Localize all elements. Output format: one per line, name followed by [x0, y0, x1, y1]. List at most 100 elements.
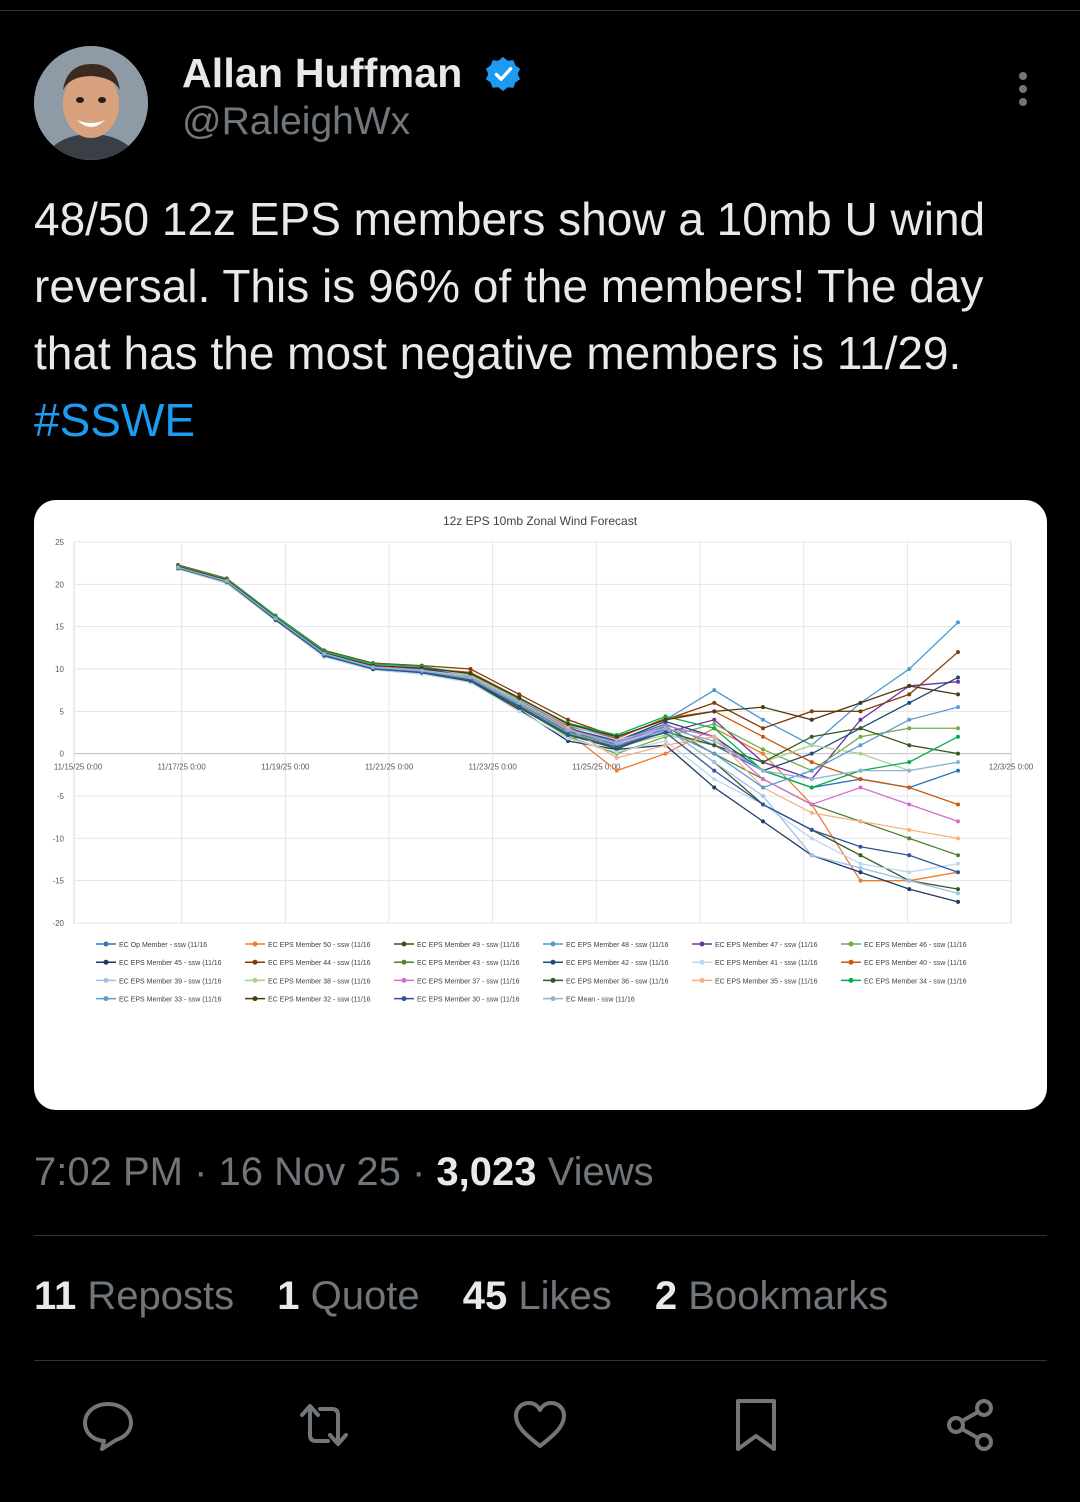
data-point: [956, 891, 960, 896]
data-point: [614, 734, 619, 739]
share-icon[interactable]: [940, 1395, 1000, 1455]
bookmark-icon[interactable]: [726, 1395, 786, 1455]
x-tick-label: 11/15/25 0:00: [54, 763, 103, 772]
data-point: [858, 709, 863, 714]
y-tick-label: 20: [55, 580, 64, 589]
legend-marker: [699, 959, 705, 965]
likes-count: 45: [462, 1274, 508, 1318]
data-point: [566, 722, 570, 727]
legend-marker: [103, 941, 109, 947]
divider: [34, 1360, 1047, 1361]
data-point: [907, 743, 912, 748]
data-point: [858, 777, 863, 782]
author-handle[interactable]: @RaleighWx: [182, 100, 411, 143]
reply-icon[interactable]: [78, 1395, 138, 1455]
author-name[interactable]: Allan Huffman: [182, 50, 463, 96]
data-point: [907, 760, 912, 765]
data-point: [809, 810, 814, 815]
y-tick-label: -10: [52, 834, 64, 843]
y-tick-label: 10: [55, 665, 64, 674]
quotes-count: 1: [277, 1274, 300, 1318]
legend-label: EC EPS Member 32 - ssw (11/16: [268, 997, 371, 1004]
series-line: [177, 565, 959, 780]
data-point: [224, 578, 229, 583]
legend-label: EC Mean - ssw (11/16: [566, 997, 635, 1004]
data-point: [761, 726, 765, 731]
data-point: [956, 620, 960, 625]
data-point: [956, 734, 960, 739]
hashtag-link[interactable]: #SSWE: [34, 394, 196, 446]
data-point: [956, 751, 960, 756]
data-point: [712, 738, 717, 743]
likes-label: Likes: [518, 1274, 612, 1318]
data-point: [907, 683, 912, 688]
x-tick-label: 12/3/25 0:00: [989, 763, 1034, 772]
data-point: [712, 768, 717, 773]
data-point: [956, 705, 960, 710]
series-line: [177, 566, 959, 789]
like-icon[interactable]: [510, 1395, 570, 1455]
x-tick-label: 11/19/25 0:00: [261, 763, 310, 772]
data-point: [907, 853, 912, 858]
data-point: [761, 794, 765, 798]
data-point: [761, 705, 765, 710]
data-point: [761, 717, 765, 722]
data-point: [761, 777, 765, 782]
data-point: [907, 878, 912, 883]
data-point: [517, 695, 522, 700]
legend-label: EC EPS Member 43 - ssw (11/16: [417, 960, 520, 967]
data-point: [858, 870, 863, 875]
legend-marker: [550, 959, 556, 965]
data-point: [907, 785, 912, 790]
legend-label: EC EPS Member 46 - ssw (11/16: [864, 942, 967, 949]
reposts-stat[interactable]: 11 Reposts: [34, 1274, 234, 1318]
legend-label: EC EPS Member 45 - ssw (11/16: [119, 960, 222, 967]
data-point: [468, 671, 473, 676]
time: 7:02 PM: [34, 1150, 183, 1194]
x-tick-label: 11/21/25 0:00: [365, 763, 414, 772]
data-point: [956, 819, 960, 824]
repost-icon[interactable]: [294, 1395, 354, 1455]
legend-marker: [848, 941, 854, 947]
series-line: [177, 565, 959, 823]
data-point: [907, 870, 912, 875]
data-point: [858, 717, 863, 722]
data-point: [956, 726, 960, 731]
data-point: [907, 667, 912, 671]
data-point: [858, 819, 863, 824]
data-point: [566, 732, 570, 737]
legend-marker: [252, 959, 258, 965]
data-point: [956, 899, 960, 904]
engagement-stats: 11 Reposts 1 Quote 45 Likes 2 Bookmarks: [34, 1274, 920, 1319]
legend-marker: [103, 977, 109, 983]
likes-stat[interactable]: 45 Likes: [463, 1274, 612, 1318]
data-point: [858, 768, 863, 773]
data-point: [663, 738, 668, 743]
data-point: [614, 768, 619, 773]
data-point: [712, 700, 717, 705]
data-point: [468, 675, 473, 680]
data-point: [858, 743, 863, 748]
data-point: [858, 751, 863, 756]
data-point: [712, 760, 717, 765]
bookmarks-stat[interactable]: 2 Bookmarks: [655, 1274, 888, 1318]
reposts-label: Reposts: [87, 1274, 235, 1318]
legend-marker: [401, 977, 407, 983]
data-point: [712, 709, 717, 714]
bookmarks-count: 2: [654, 1274, 678, 1318]
data-point: [956, 679, 960, 684]
data-point: [712, 722, 717, 727]
data-point: [858, 700, 863, 705]
data-point: [907, 692, 912, 697]
data-point: [566, 736, 570, 741]
data-point: [809, 751, 814, 756]
chart-image-card[interactable]: 12z EPS 10mb Zonal Wind Forecast 25 20 15 1…: [34, 500, 1047, 1110]
data-point: [858, 861, 863, 866]
avatar[interactable]: [34, 46, 148, 160]
quotes-stat[interactable]: 1 Quote: [277, 1274, 419, 1318]
data-point: [712, 717, 717, 722]
more-options-icon[interactable]: [1012, 72, 1034, 112]
legend-label: EC EPS Member 41 - ssw (11/16: [715, 960, 818, 967]
data-point: [809, 760, 814, 765]
data-point: [517, 709, 522, 714]
